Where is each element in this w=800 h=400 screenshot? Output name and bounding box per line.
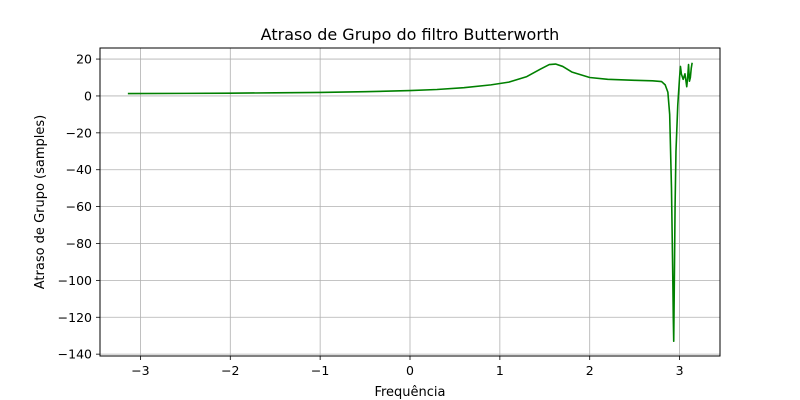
y-tick-label: −20 (66, 125, 92, 140)
x-tick-label: −2 (221, 363, 239, 378)
y-axis-label: Atraso de Grupo (samples) (33, 115, 48, 290)
grid-layer (100, 48, 720, 356)
y-tick-label: −100 (58, 273, 92, 288)
x-tick-label: 0 (406, 363, 414, 378)
tick-layer: −3 −2 −1 0 1 2 3 20 0 −20 −40 −60 −80 −100 −120 −140 (58, 52, 684, 378)
y-tick-label: −140 (58, 347, 92, 362)
x-tick-label: 2 (586, 363, 594, 378)
x-tick-label: −1 (311, 363, 329, 378)
x-tick-label: 1 (496, 363, 504, 378)
y-tick-label: 0 (84, 88, 92, 103)
x-axis-label: Frequência (374, 385, 445, 400)
y-tick-label: 20 (76, 52, 92, 67)
x-tick-label: 3 (676, 363, 684, 378)
group-delay-line (127, 62, 693, 343)
y-tick-label: −60 (66, 199, 92, 214)
chart-title: Atraso de Grupo do filtro Butterworth (261, 25, 560, 44)
y-tick-label: −80 (66, 236, 92, 251)
y-tick-label: −40 (66, 162, 92, 177)
y-tick-label: −120 (58, 310, 92, 325)
x-tick-label: −3 (131, 363, 149, 378)
series-layer (127, 62, 693, 343)
